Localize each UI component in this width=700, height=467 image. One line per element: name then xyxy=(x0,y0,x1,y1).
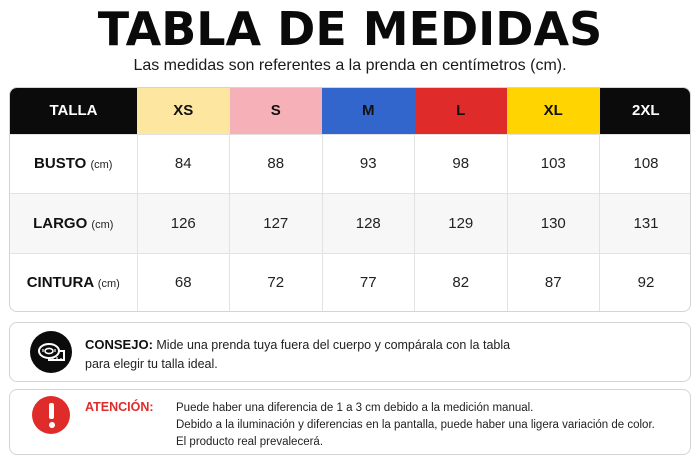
row-label-text: LARGO xyxy=(33,214,88,232)
row-label-largo: LARGO (cm) xyxy=(10,193,137,254)
tip-card: CONSEJO: Mide una prenda tuya fuera del … xyxy=(9,322,691,382)
row-label-text: CINTURA xyxy=(26,273,94,291)
header-size-l: L xyxy=(414,88,507,134)
table-cell: 88 xyxy=(229,133,322,194)
table-cell: 87 xyxy=(506,252,600,311)
table-cell: 92 xyxy=(599,252,690,311)
header-size-xs: XS xyxy=(137,88,230,134)
table-cell: 108 xyxy=(599,133,690,194)
table-cell: 127 xyxy=(229,193,322,254)
tip-lead: CONSEJO: xyxy=(85,337,153,352)
table-cell: 130 xyxy=(506,193,600,254)
table-cell: 77 xyxy=(321,252,415,311)
table-cell: 84 xyxy=(136,133,230,194)
table-cell: 128 xyxy=(321,193,415,254)
warning-card: ATENCIÓN: Puede haber una diferencia de … xyxy=(9,389,691,455)
row-label-text: BUSTO xyxy=(34,155,87,173)
header-size-xl: XL xyxy=(507,88,600,134)
measuring-tape-icon xyxy=(30,331,72,373)
page-title: TABLA DE MEDIDAS xyxy=(97,2,603,56)
page-subtitle: Las medidas son referentes a la prenda e… xyxy=(133,57,567,74)
row-label-unit: (cm) xyxy=(97,277,120,290)
header-size-2xl: 2XL xyxy=(599,88,690,134)
table-cell: 126 xyxy=(136,193,230,254)
exclamation-icon xyxy=(32,396,70,434)
warning-line-1: Puede haber una diferencia de 1 a 3 cm d… xyxy=(176,402,534,414)
table-cell: 82 xyxy=(414,252,507,311)
row-label-busto: BUSTO (cm) xyxy=(10,133,137,194)
table-cell: 68 xyxy=(136,252,230,311)
row-label-cintura: CINTURA (cm) xyxy=(10,252,137,311)
table-row-busto: BUSTO (cm) 84 88 93 98 103 108 xyxy=(10,133,690,194)
tip-text: CONSEJO: Mide una prenda tuya fuera del … xyxy=(85,335,645,374)
size-table: TALLA XS S M L XL 2XL BUSTO (cm) 84 88 9… xyxy=(9,87,691,312)
header-size-m: M xyxy=(322,88,415,134)
warning-lead: ATENCIÓN: xyxy=(85,400,154,414)
table-header-row: TALLA XS S M L XL 2XL xyxy=(10,88,690,134)
table-cell: 93 xyxy=(321,133,415,194)
header-size-label: TALLA xyxy=(10,88,137,134)
row-label-unit: (cm) xyxy=(90,159,113,172)
table-cell: 72 xyxy=(229,252,322,311)
table-cell: 129 xyxy=(414,193,507,254)
table-cell: 98 xyxy=(414,133,507,194)
table-cell: 103 xyxy=(506,133,600,194)
warning-line-3: El producto real prevalecerá. xyxy=(176,436,324,448)
header-size-s: S xyxy=(229,88,322,134)
row-label-unit: (cm) xyxy=(91,218,114,231)
table-row-largo: LARGO (cm) 126 127 128 129 130 131 xyxy=(10,193,690,254)
tip-line-2: para elegir tu talla ideal. xyxy=(85,357,218,371)
table-row-cintura: CINTURA (cm) 68 72 77 82 87 92 xyxy=(10,252,690,311)
warning-line-2: Debido a la iluminación y diferencias en… xyxy=(176,419,655,431)
tip-line-1: Mide una prenda tuya fuera del cuerpo y … xyxy=(156,338,511,352)
table-cell: 131 xyxy=(599,193,690,254)
